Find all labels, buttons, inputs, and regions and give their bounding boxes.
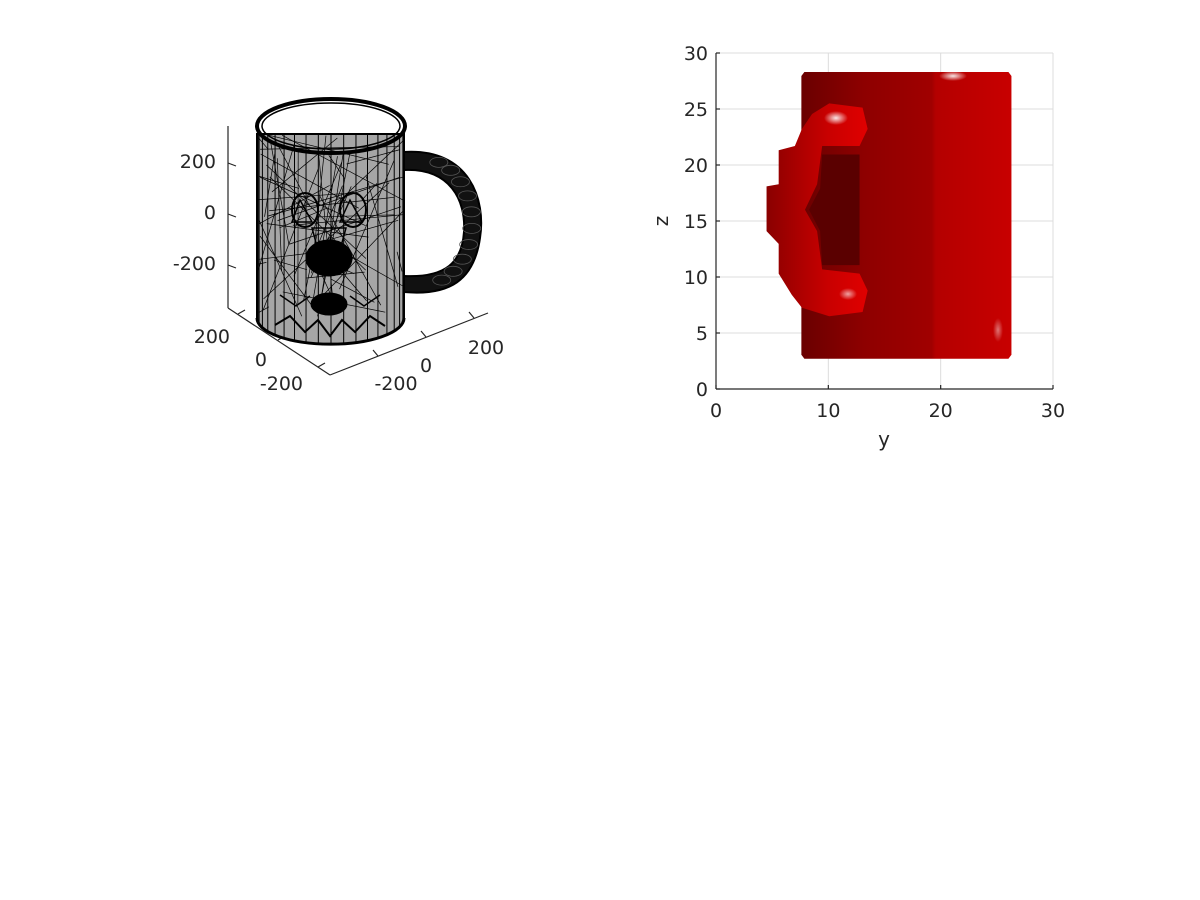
right-y-tick-label-0: 0 bbox=[696, 379, 708, 401]
right-y-tick-label-6: 30 bbox=[684, 43, 708, 65]
left-z-tick-marks bbox=[227, 162, 237, 269]
mug-highlight-1 bbox=[824, 111, 848, 125]
left-x-tick-label-3: 200 bbox=[468, 337, 504, 359]
left-axes-lines bbox=[227, 126, 489, 376]
left-y-tick-label-1: 200 bbox=[194, 326, 230, 348]
right-y-tick-label-1: 5 bbox=[696, 323, 708, 345]
mug-rim-outer bbox=[255, 97, 407, 155]
mug-bottom-rim bbox=[255, 317, 406, 346]
mug-handle-surface bbox=[766, 103, 868, 317]
right-x-tick-label-1: 10 bbox=[816, 400, 840, 422]
left-x-tick-marks bbox=[372, 311, 475, 357]
left-mug-mesh bbox=[255, 97, 483, 346]
right-y-tick-label-4: 20 bbox=[684, 155, 708, 177]
right-x-tick-label-0: 0 bbox=[710, 400, 722, 422]
right-mug-surface bbox=[766, 71, 1012, 359]
mug-handle-rings bbox=[429, 156, 482, 286]
right-tick-labels: 0 10 20 30 0 5 10 15 20 25 30 bbox=[684, 43, 1065, 422]
mug-highlight-2 bbox=[939, 71, 967, 81]
left-x-tick-label-1: -200 bbox=[374, 373, 417, 395]
left-z-tick-label-2: 0 bbox=[204, 202, 216, 224]
left-3d-plot: 200 0 -200 200 0 -200 -200 0 200 bbox=[173, 97, 504, 395]
left-z-tick-label-3: -200 bbox=[173, 253, 216, 275]
right-plot: 0 10 20 30 0 5 10 15 20 25 30 y z bbox=[649, 43, 1065, 451]
right-x-tick-label-3: 30 bbox=[1041, 400, 1065, 422]
right-y-axis-label: z bbox=[649, 216, 673, 227]
left-y-tick-label-3: -200 bbox=[260, 373, 303, 395]
right-x-tick-label-2: 20 bbox=[929, 400, 953, 422]
right-tick-marks bbox=[715, 52, 1054, 390]
mug-rim-inner bbox=[261, 102, 401, 150]
right-y-tick-label-2: 10 bbox=[684, 267, 708, 289]
left-x-tick-label-2: 0 bbox=[420, 355, 432, 377]
left-y-tick-label-2: 0 bbox=[255, 349, 267, 371]
mug-face-pattern bbox=[274, 192, 386, 338]
mug-highlight-4 bbox=[993, 318, 1003, 342]
mug-highlight-3 bbox=[839, 288, 857, 300]
left-z-tick-label-1: 200 bbox=[180, 151, 216, 173]
mug-handle-inner-shadow bbox=[809, 154, 860, 266]
right-y-tick-label-5: 25 bbox=[684, 99, 708, 121]
right-x-axis-label: y bbox=[878, 427, 890, 451]
right-y-tick-label-3: 15 bbox=[684, 211, 708, 233]
